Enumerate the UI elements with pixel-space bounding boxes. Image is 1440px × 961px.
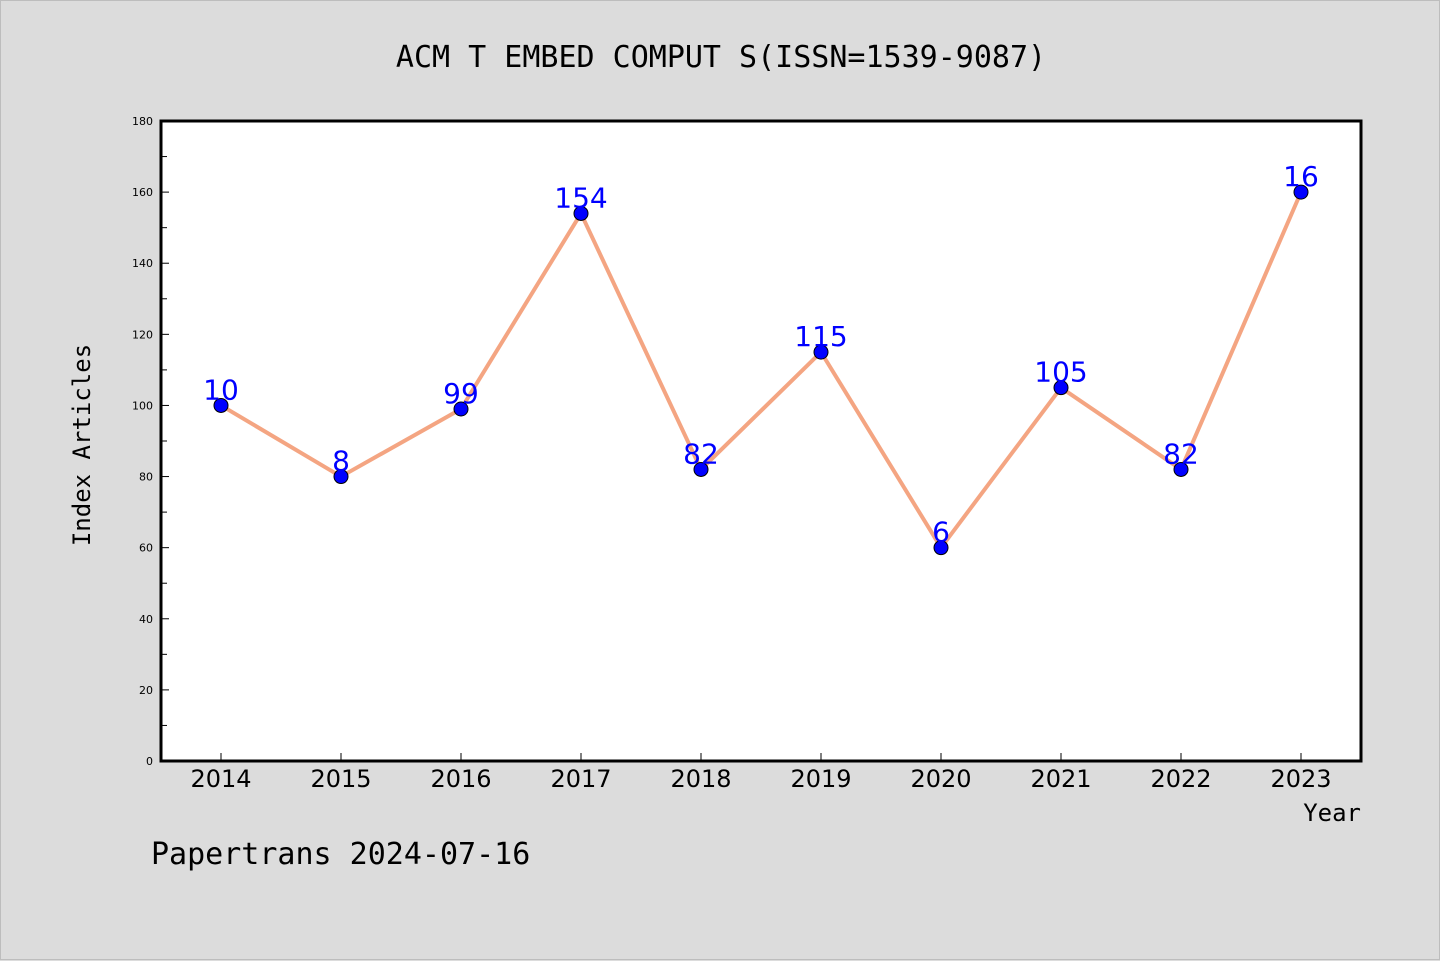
data-point bbox=[693, 461, 709, 477]
y-tick-label: 160 bbox=[132, 186, 153, 199]
x-tick-label: 2022 bbox=[1150, 765, 1211, 793]
y-tick-label: 0 bbox=[146, 755, 153, 768]
data-point bbox=[1293, 184, 1309, 200]
y-tick-label: 120 bbox=[132, 328, 153, 341]
data-label: 6 bbox=[932, 516, 950, 549]
data-label: 82 bbox=[683, 437, 719, 470]
data-label: 16 bbox=[1283, 160, 1319, 193]
data-labels: 10 8 99 154 82 115 6 105 82 16 bbox=[203, 160, 1319, 549]
y-tick-label: 80 bbox=[139, 471, 153, 484]
x-tick-label: 2018 bbox=[670, 765, 731, 793]
y-tick-label: 40 bbox=[139, 613, 153, 626]
x-tick-label: 2021 bbox=[1030, 765, 1091, 793]
x-tick-label: 2016 bbox=[430, 765, 491, 793]
y-tick-label: 100 bbox=[132, 399, 153, 412]
series-markers bbox=[213, 184, 1309, 556]
data-point bbox=[1053, 380, 1069, 396]
data-point bbox=[573, 205, 589, 221]
x-tick-label: 2023 bbox=[1270, 765, 1331, 793]
data-label: 8 bbox=[332, 445, 350, 478]
data-point bbox=[813, 344, 829, 360]
x-axis-ticks: 2014 2015 2016 2017 2018 2019 2020 2021 2022 2023 bbox=[190, 753, 1332, 793]
y-tick-label: 20 bbox=[139, 684, 153, 697]
x-tick-label: 2014 bbox=[190, 765, 251, 793]
data-label: 115 bbox=[794, 320, 847, 353]
x-tick-label: 2017 bbox=[550, 765, 611, 793]
data-point bbox=[213, 397, 229, 413]
data-point bbox=[933, 540, 949, 556]
footer-stamp: Papertrans 2024-07-16 bbox=[151, 837, 530, 872]
data-label: 10 bbox=[203, 373, 239, 406]
data-label: 99 bbox=[443, 377, 479, 410]
chart-title: ACM T EMBED COMPUT S(ISSN=1539-9087) bbox=[396, 40, 1046, 75]
y-axis-label: Index Articles bbox=[68, 344, 96, 546]
data-point bbox=[453, 401, 469, 417]
data-label: 82 bbox=[1163, 437, 1199, 470]
y-tick-label: 140 bbox=[132, 257, 153, 270]
plot-area bbox=[161, 121, 1361, 761]
y-tick-label: 60 bbox=[139, 542, 153, 555]
data-label: 154 bbox=[554, 181, 607, 214]
x-tick-label: 2020 bbox=[910, 765, 971, 793]
series-line bbox=[219, 191, 1303, 550]
x-tick-label: 2019 bbox=[790, 765, 851, 793]
data-label: 105 bbox=[1034, 356, 1087, 389]
data-point bbox=[1173, 461, 1189, 477]
data-point bbox=[333, 469, 349, 485]
plot-frame bbox=[159, 119, 1363, 763]
x-tick-label: 2015 bbox=[310, 765, 371, 793]
x-axis-label: Year bbox=[1303, 799, 1361, 827]
y-tick-label: 180 bbox=[132, 115, 153, 128]
